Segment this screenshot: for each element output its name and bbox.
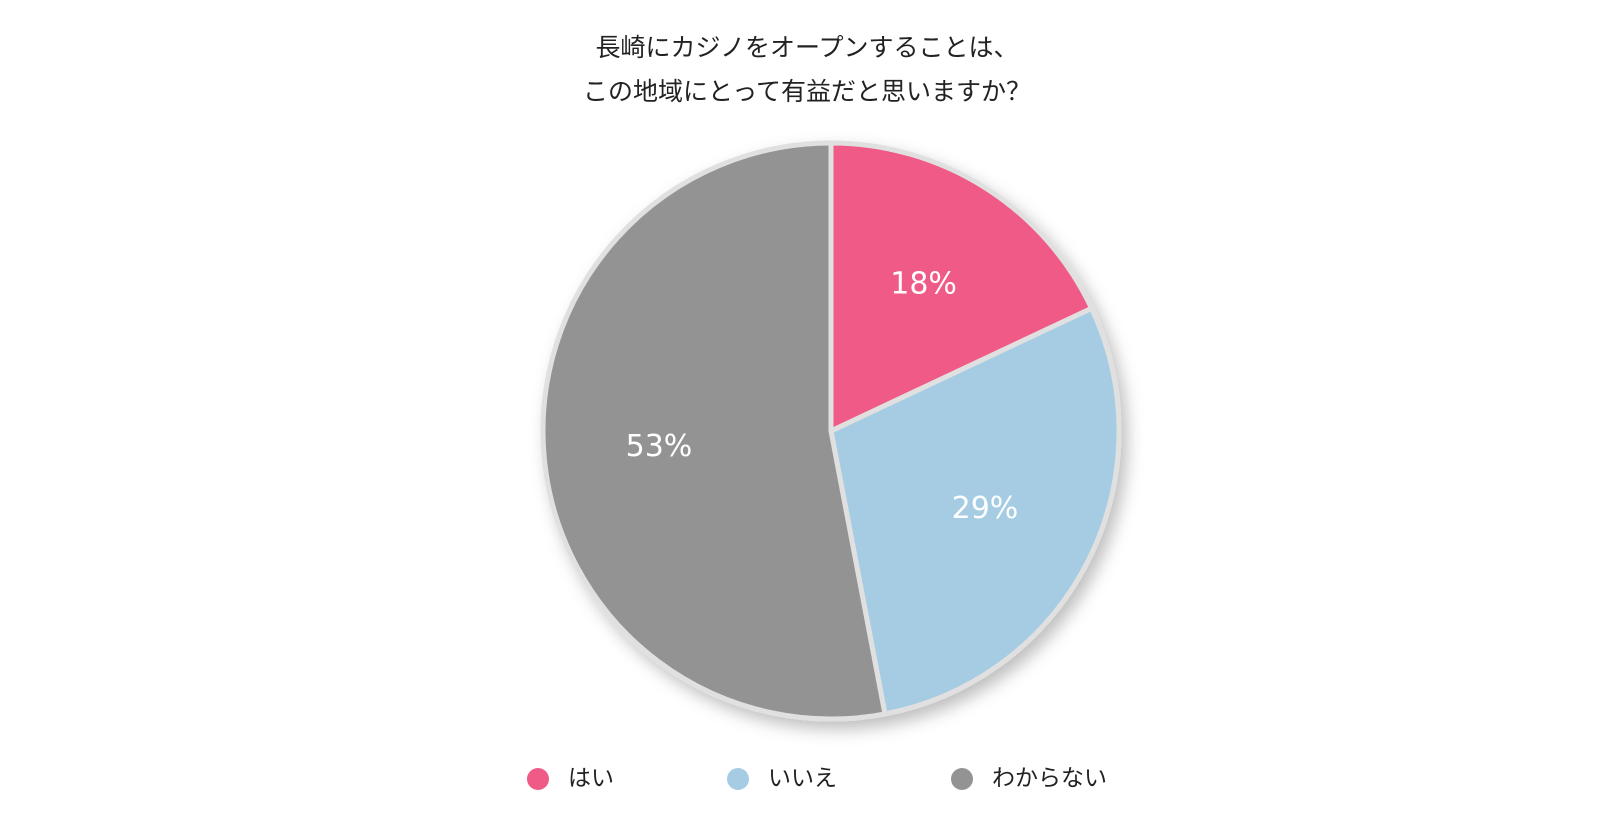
- chart-title: 長崎にカジノをオープンすることは、: [595, 33, 1018, 62]
- legend-marker: [951, 768, 973, 790]
- legend-label: いいえ: [768, 766, 837, 792]
- value-label: 29%: [952, 491, 1019, 526]
- pie-slice: [540, 140, 888, 722]
- pie-slice: [828, 305, 1122, 717]
- legend-label: はい: [568, 766, 614, 792]
- legend-marker: [727, 768, 749, 790]
- pie: [540, 140, 1122, 722]
- chart-title: この地域にとって有益だと思いますか？: [583, 77, 1031, 106]
- pie-slice: [828, 140, 1095, 434]
- legend-marker: [527, 768, 549, 790]
- value-label: 18%: [890, 267, 957, 302]
- value-label: 53%: [626, 429, 693, 464]
- legend-label: わからない: [992, 766, 1107, 792]
